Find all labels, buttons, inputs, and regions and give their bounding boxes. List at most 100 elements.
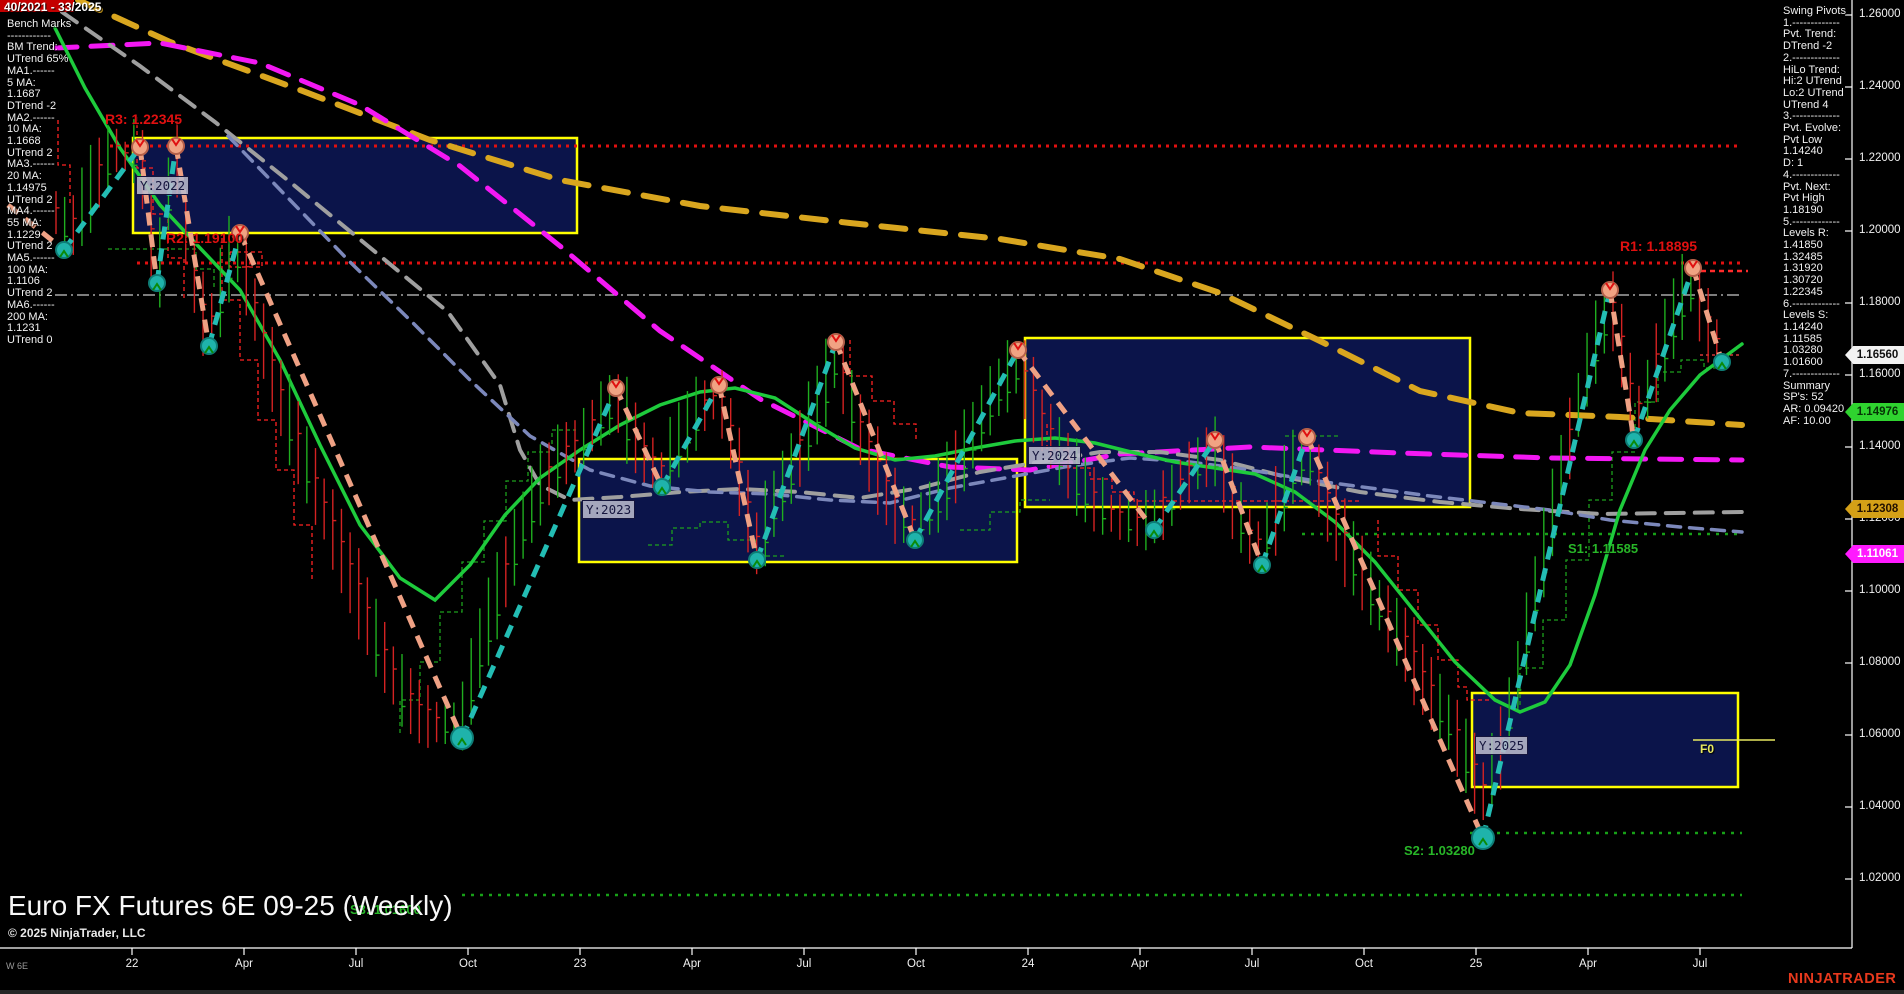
copyright-text: © 2025 NinjaTrader, LLC: [8, 926, 146, 940]
swing-pivot-panel-line: Pvt. Evolve:: [1783, 122, 1842, 135]
price-axis-label: 1.20000: [1859, 224, 1901, 236]
year-box-label[interactable]: Y:2022: [136, 176, 190, 195]
pivot-level-label: F0: [1700, 742, 1715, 756]
pivot-high-arrow-icon: [1210, 432, 1220, 441]
price-axis-label: 1.18000: [1859, 296, 1901, 308]
swing-pivot-panel-line: HiLo Trend:: [1783, 63, 1840, 76]
pivot-level-label: S1: 1.11585: [1568, 541, 1639, 556]
swing-leg: [459, 386, 619, 740]
swing-pivot-panel-line: 4.-------------: [1783, 168, 1840, 181]
benchmark-panel-line: MA3.------: [7, 158, 55, 171]
swing-pivot-panel-line: Lo:2 UTrend: [1783, 86, 1844, 99]
pivot-low-arrow-icon: [752, 559, 762, 568]
benchmark-panel-line: UTrend 2: [7, 240, 53, 253]
ma20-price-marker: 1.14976: [1845, 403, 1904, 421]
swing-leg: [1212, 439, 1265, 566]
swing-leg: [1631, 267, 1696, 441]
swing-leg: [833, 341, 918, 541]
swing-pivot-panel-line: 2.-------------: [1783, 51, 1840, 64]
benchmark-panel-line: UTrend 0: [7, 333, 53, 346]
benchmark-panel-line: Bench Marks: [7, 18, 72, 30]
swing-pivot-panel-line: 1.14240: [1783, 145, 1823, 158]
pivot-low-arrow-icon: [1629, 439, 1639, 448]
ma-green: [53, 26, 1744, 714]
pivot-low-arrow-icon: [657, 486, 667, 495]
bar-range-label: 40/2021 - 33/2025: [4, 0, 102, 14]
swing-pivot-panel-line: 1.03280: [1783, 344, 1823, 357]
swing-pivot-panel-line: Hi:2 UTrend: [1783, 75, 1842, 88]
last-price-marker: 1.16560: [1845, 346, 1904, 364]
benchmark-panel-line: 5 MA:: [7, 76, 36, 89]
swing-pivot-panel-line: Pvt High: [1783, 192, 1825, 205]
swing-leg: [912, 348, 1021, 542]
time-axis-label: Oct: [459, 958, 477, 970]
pivot-high-arrow-icon: [714, 377, 724, 386]
ma200-price-marker: 1.12308: [1845, 500, 1904, 518]
swing-pivot-panel-line: 5.-------------: [1783, 215, 1840, 228]
swing-leg: [154, 145, 179, 284]
trail-stop-steps: [136, 117, 185, 300]
pivot-high-arrow-icon: [1013, 342, 1023, 351]
benchmark-panel-line: UTrend 2: [7, 193, 53, 206]
price-axis-label: 1.04000: [1859, 800, 1901, 812]
price-axis-label: 1.02000: [1859, 872, 1901, 884]
swing-pivot-panel-line: Summary: [1783, 379, 1831, 392]
pivot-low-arrow-icon: [59, 249, 69, 258]
benchmark-panel-line: MA5.------: [7, 252, 55, 265]
trail-stop-steps: [849, 340, 917, 440]
benchmark-panel-line: 1.1106: [7, 275, 40, 288]
swing-pivot-panel-line: 1.30720: [1783, 274, 1823, 287]
pivot-low-arrow-icon: [1257, 564, 1267, 573]
swing-pivot-panel-line: Levels R:: [1783, 227, 1829, 240]
time-axis-label: Oct: [1355, 958, 1373, 970]
ninjatrader-logo: NINJATRADER: [1788, 971, 1897, 987]
benchmark-panel-line: UTrend 2: [7, 287, 53, 300]
pivot-high-arrow-icon: [1688, 260, 1698, 269]
benchmark-panel-line: UTrend 65%: [7, 53, 69, 66]
pivot-high-arrow-icon: [1302, 429, 1312, 438]
trail-stop-steps: [1046, 424, 1360, 502]
swing-pivot-panel-line: D: 1: [1783, 157, 1804, 170]
swing-pivot-panel-line: Swing Pivots: [1783, 5, 1846, 17]
trail-stop-steps: [229, 251, 263, 268]
swing-pivot-panel-line: 7.-------------: [1783, 367, 1840, 380]
swing-pivot-panel-line: 1.41850: [1783, 239, 1823, 252]
price-axis-label: 1.10000: [1859, 584, 1901, 596]
trail-stop-steps: [57, 120, 71, 205]
swing-pivot-panel-line: 1.-------------: [1783, 16, 1840, 29]
ma-gold: [75, 0, 1745, 428]
time-axis-label: Jul: [796, 958, 812, 970]
swing-pivot-panel-line: SP's: 52: [1783, 391, 1824, 404]
year-box[interactable]: [131, 136, 579, 235]
swing-pivot-panel-line: 1.32485: [1783, 250, 1823, 263]
time-axis-label: Apr: [235, 958, 253, 970]
swing-pivot-panel-line: 1.11585: [1783, 332, 1822, 345]
year-box[interactable]: [1023, 336, 1472, 509]
swing-leg: [1304, 435, 1486, 840]
benchmark-panel-line: UTrend 2: [7, 146, 53, 159]
bottom-edge-strip: [0, 990, 1904, 994]
benchmark-panel-line: 10 MA:: [7, 123, 42, 136]
swing-pivot-panel-line: Pvt. Trend:: [1783, 28, 1837, 41]
ma100-price-marker: 1.11061: [1845, 545, 1904, 563]
swing-pivot-panel-line: 6.-------------: [1783, 297, 1840, 310]
swing-pivot-panel-line: UTrend 4: [1783, 98, 1829, 111]
swing-leg: [206, 232, 243, 347]
swing-pivot-panel-line: 1.18190: [1783, 203, 1823, 216]
swing-leg: [6, 203, 66, 252]
trail-stop-steps: [108, 248, 215, 290]
time-axis-label: Jul: [1692, 958, 1708, 970]
swing-leg: [1690, 267, 1725, 363]
swing-leg: [716, 384, 760, 561]
time-axis-label: Apr: [1131, 958, 1149, 970]
year-box-label[interactable]: Y:2024: [1028, 446, 1082, 465]
pivot-low-arrow-icon: [910, 539, 920, 548]
trail-stop-steps: [399, 429, 576, 733]
swing-pivot-panel-line: 1.22345: [1783, 285, 1823, 298]
year-box-label[interactable]: Y:2023: [582, 500, 636, 519]
swing-pivot-panel-line: Pvt Low: [1783, 133, 1823, 146]
swing-pivot-panel-line: 1.31920: [1783, 262, 1823, 275]
year-box-label[interactable]: Y:2025: [1475, 736, 1529, 755]
time-axis-label: 23: [573, 958, 587, 970]
